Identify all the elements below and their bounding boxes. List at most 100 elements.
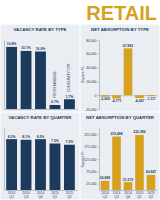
x-tick: 2015Q1: [51, 190, 59, 199]
chart-root: RETAIL VACANCY RATE BY TYPEREGIONAL CTRNE…: [0, 0, 160, 200]
plot: 25,00075,000125,000175,000225,0002014Q22…: [84, 129, 157, 200]
data-label: 7.5%: [51, 139, 59, 143]
y-tick: 0: [95, 94, 99, 98]
y-axis: -20,000 0 20,000 40,000 60,000 80,000: [85, 39, 100, 112]
panel-bg: [81, 113, 160, 200]
y-tick-mark: [98, 184, 100, 185]
y-tick-label: -20,000: [85, 108, 97, 112]
bar: [101, 181, 110, 190]
bar: [147, 175, 156, 190]
y-axis: [4, 41, 5, 110]
chart-title: VACANCY RATE BY TYPE: [14, 27, 67, 32]
panel: NET ABSORPTION BY TYPE -20,000 0 20,000 40,0…: [81, 25, 160, 112]
y-tick: 80,000: [86, 39, 99, 43]
y-tick-label: 20,000: [86, 80, 96, 84]
y-tick: 225,000: [84, 133, 99, 137]
bar: [50, 105, 61, 109]
x-tick-label: 2014Q2: [8, 191, 16, 199]
y-tick-mark: [98, 54, 100, 55]
bar: [35, 139, 46, 190]
x-tick: 2015Q2: [66, 190, 74, 199]
y-tick-mark: [98, 134, 100, 135]
x-tick: 2015Q2: [147, 190, 155, 199]
y-axis: 25,000 75,000 125,000 175,000 225,000: [84, 129, 99, 191]
y-axis-line: [4, 129, 5, 191]
y-tick-mark: [98, 147, 100, 148]
y-tick-mark: [98, 109, 100, 110]
data-label: 10.1%: [21, 46, 31, 50]
y-tick-label: 0: [95, 94, 97, 98]
panel-bg: [1, 25, 80, 112]
bar: [124, 182, 133, 190]
y-tick-mark: [98, 95, 100, 96]
y-axis-line: [99, 129, 100, 191]
x-tick: 2014Q3: [22, 190, 30, 199]
y-tick-mark: [98, 68, 100, 69]
bar: [64, 145, 75, 190]
y-tick: 25,000: [86, 182, 99, 186]
data-label: -2,069: [100, 97, 110, 101]
chart-title: NET ABSORPTION BY TYPE: [91, 27, 149, 32]
panel: NET ABSORPTION BY QUARTER 25,000 75,000 125…: [81, 113, 160, 200]
page-title: RETAIL: [86, 2, 157, 24]
data-label: 10.8%: [7, 42, 17, 46]
x-tick: 2014Q2: [101, 190, 109, 199]
x-tick-label: 2015Q1: [51, 191, 59, 199]
bar: [35, 52, 46, 110]
header-bg: [0, 0, 160, 24]
y-tick-label: 225,000: [84, 133, 96, 137]
plot: 2014Q2 2014Q3 2014Q4 2015Q1 2015Q2: [5, 129, 78, 200]
panel: VACANCY RATE BY QUARTER2014Q22014Q32014Q…: [1, 113, 80, 200]
x-tick-label: 2014Q4: [124, 191, 132, 199]
data-label: 67,863: [123, 44, 133, 48]
panel: VACANCY RATE BY TYPEREGIONAL CTRNEIGHBOR…: [1, 25, 80, 112]
y-tick-mark: [98, 159, 100, 160]
data-label: 8.1%: [22, 135, 30, 139]
x-tick-label: 2014Q4: [37, 191, 45, 199]
y-axis-line: [4, 41, 5, 110]
y-tick: 40,000: [86, 66, 99, 70]
bar: [101, 95, 110, 96]
x-axis: 2014Q2 2014Q3 2014Q4 2015Q1 2015Q2: [5, 190, 78, 199]
x-tick: 2014Q4: [124, 190, 132, 199]
x-tick: 2015Q1: [136, 190, 144, 199]
y-tick-label: 40,000: [86, 66, 96, 70]
y-tick-mark: [98, 40, 100, 41]
bar: [6, 47, 17, 109]
bar: [64, 99, 75, 109]
panel-bg: [1, 113, 80, 200]
data-label: 36,889: [100, 176, 110, 180]
bar: [21, 51, 32, 109]
data-label: -4,771: [112, 99, 122, 103]
x-tick-label: 2014Q3: [113, 191, 121, 199]
y-tick: 175,000: [84, 145, 99, 149]
bars: [6, 47, 75, 109]
chart-title: NET ABSORPTION BY QUARTER: [86, 115, 155, 120]
data-label: -4,067: [135, 99, 145, 103]
x-tick: 2014Q3: [113, 190, 121, 199]
y-tick: -20,000: [85, 108, 99, 112]
bar: [147, 95, 156, 97]
data-label: 0.7%: [51, 100, 59, 104]
y-tick: 75,000: [86, 170, 99, 174]
x-tick-label: 2015Q2: [147, 191, 155, 199]
y-tick-label: 60,000: [86, 52, 96, 56]
x-axis-line: [5, 109, 78, 110]
data-label: 215,498: [110, 132, 122, 136]
bar: [135, 135, 144, 190]
data-label: 10.0%: [36, 47, 46, 51]
y-tick-label: 125,000: [84, 158, 96, 162]
chart-title: VACANCY RATE BY QUARTER: [9, 115, 73, 120]
data-label: 8.2%: [8, 135, 16, 139]
bar: [6, 139, 17, 190]
y-tick-label: 175,000: [84, 145, 96, 149]
category-label: COMMUNITY CTR: [67, 63, 71, 92]
y-tick: 20,000: [86, 80, 99, 84]
data-label: 31,573: [123, 178, 133, 182]
y-axis-title: Square Ft.: [81, 66, 85, 83]
y-axis-title: Square Ft.: [81, 151, 85, 168]
y-tick-mark: [98, 171, 100, 172]
plot: [5, 41, 78, 110]
bar: [112, 137, 121, 190]
x-tick-label: 2014Q2: [101, 191, 109, 199]
